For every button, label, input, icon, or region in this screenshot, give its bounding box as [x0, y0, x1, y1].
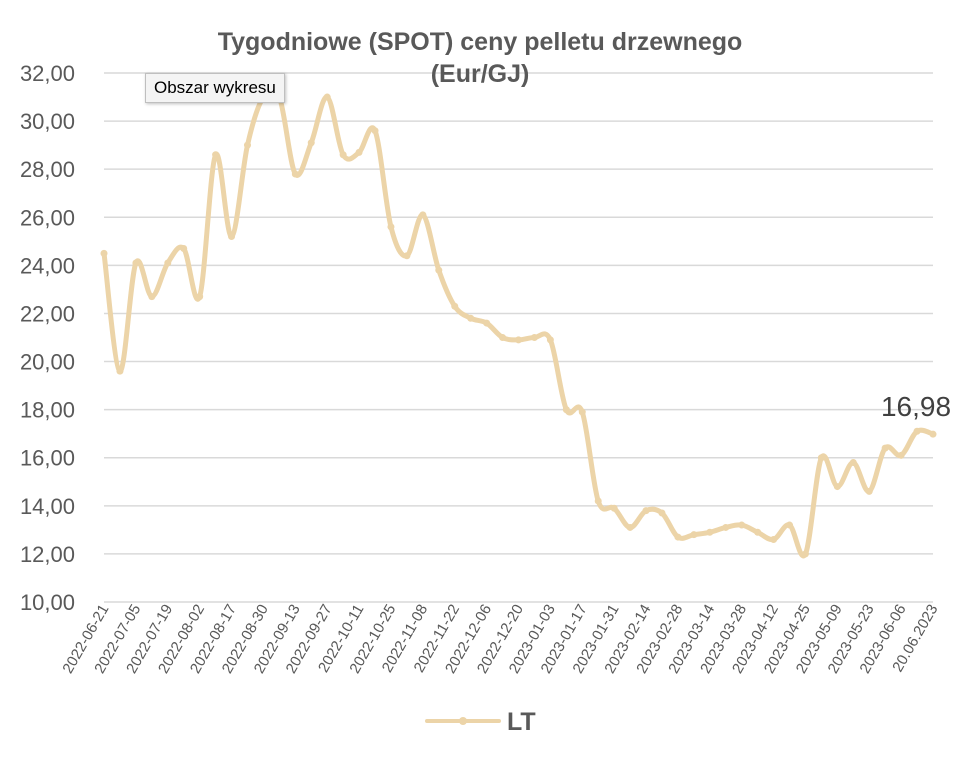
last-value-label: 16,98 — [881, 391, 951, 422]
data-point — [562, 406, 570, 414]
legend-point-marker — [459, 717, 467, 725]
series-line-lt — [101, 86, 936, 559]
y-tick-label: 12,00 — [20, 542, 75, 567]
data-point — [164, 259, 172, 267]
series-lt — [100, 86, 937, 559]
y-tick-label: 26,00 — [20, 205, 75, 230]
data-point — [403, 252, 411, 260]
data-point — [786, 521, 794, 529]
data-point — [435, 266, 443, 274]
legend: LT — [425, 708, 536, 736]
data-point — [833, 483, 841, 491]
data-point — [291, 170, 299, 178]
y-tick-label: 30,00 — [20, 109, 75, 134]
y-tick-label: 32,00 — [20, 61, 75, 86]
data-point — [451, 302, 459, 310]
data-point — [339, 151, 347, 159]
data-point — [243, 141, 251, 149]
data-point — [594, 497, 602, 505]
data-point — [116, 367, 124, 375]
data-point — [754, 528, 762, 536]
data-point — [929, 430, 937, 438]
data-point — [419, 211, 427, 219]
data-point — [100, 249, 108, 257]
data-point — [212, 151, 220, 159]
data-point — [148, 293, 156, 301]
data-point — [228, 233, 236, 241]
data-point — [610, 504, 618, 512]
data-point — [307, 139, 315, 147]
data-point — [467, 314, 475, 322]
data-point — [770, 535, 778, 543]
data-point — [706, 528, 714, 536]
data-point — [626, 523, 634, 531]
chart-title-line-2: (Eur/GJ) — [431, 60, 530, 88]
data-point — [483, 319, 491, 327]
chart-area-tooltip: Obszar wykresu — [145, 73, 285, 103]
data-point — [674, 533, 682, 541]
y-tick-label: 28,00 — [20, 157, 75, 182]
data-point — [865, 487, 873, 495]
data-point — [690, 531, 698, 539]
y-tick-label: 22,00 — [20, 301, 75, 326]
y-axis-ticks: 10,00 12,00 14,00 16,00 18,00 20,00 22,00 24,00… — [20, 61, 75, 615]
data-point — [897, 451, 905, 459]
data-point — [323, 93, 331, 101]
data-point — [530, 334, 538, 341]
legend-label-lt: LT — [507, 708, 536, 736]
data-point — [515, 336, 522, 344]
y-tick-label: 16,00 — [20, 446, 75, 471]
data-point — [817, 454, 825, 462]
data-point — [658, 509, 666, 517]
data-point — [881, 444, 889, 452]
y-tick-label: 10,00 — [20, 590, 75, 615]
data-point — [180, 245, 188, 253]
data-point — [801, 550, 809, 558]
y-tick-label: 18,00 — [20, 398, 75, 423]
data-point — [371, 127, 379, 135]
data-point — [722, 523, 730, 531]
data-point — [849, 459, 857, 467]
chart-title-line-1: Tygodniowe (SPOT) ceny pelletu drzewnego — [218, 28, 743, 56]
data-point — [499, 334, 507, 341]
data-point — [196, 293, 204, 301]
data-point — [578, 408, 586, 416]
data-point — [546, 336, 554, 344]
data-point — [387, 223, 395, 231]
data-point — [355, 148, 363, 156]
data-point — [132, 259, 140, 267]
data-point — [642, 507, 650, 515]
x-axis-ticks: 2022-06-212022-07-052022-07-192022-08-02… — [59, 602, 941, 677]
y-tick-label: 24,00 — [20, 253, 75, 278]
y-tick-label: 14,00 — [20, 494, 75, 519]
data-point — [913, 427, 921, 435]
y-tick-label: 20,00 — [20, 350, 75, 375]
data-point — [738, 521, 746, 529]
